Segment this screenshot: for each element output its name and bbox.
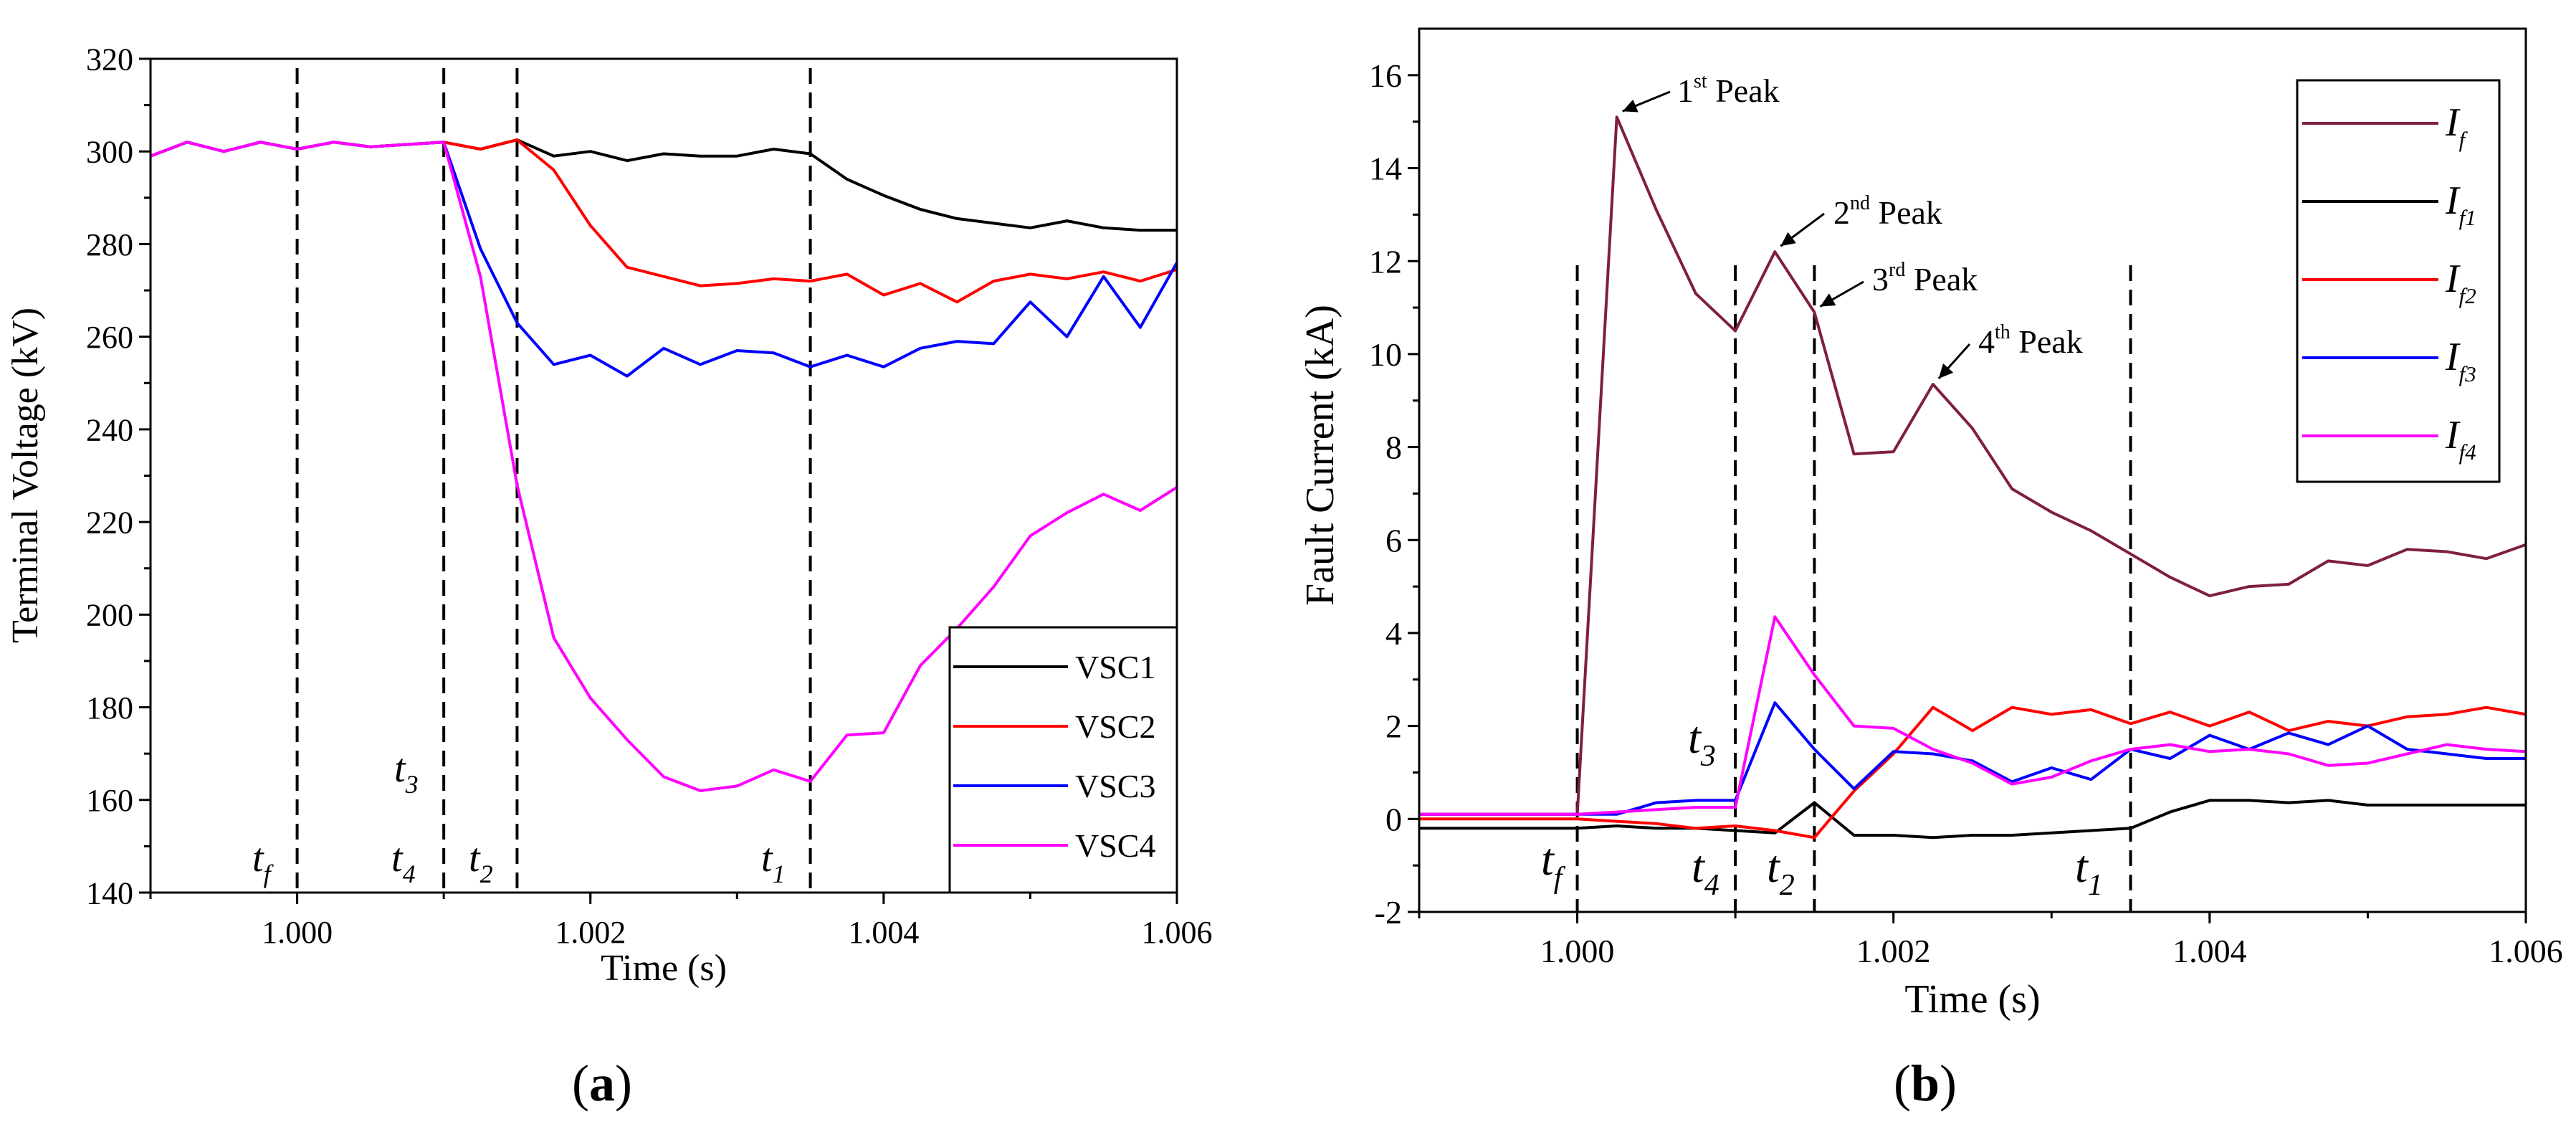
x-axis-title: Time (s) bbox=[601, 948, 727, 989]
x-tick-label: 1.004 bbox=[2172, 933, 2247, 969]
axis-ticks: 1.000 1.002 1.004 1.006 -2 0 2 4 6 8 10 12 14 16 bbox=[1369, 57, 2563, 969]
current-series bbox=[1419, 115, 2527, 840]
series-line-vsc3 bbox=[150, 141, 1178, 378]
peak-annotation-label: 2nd Peak bbox=[1833, 192, 1942, 231]
x-tick-label: 1.002 bbox=[555, 915, 626, 950]
plot-frame bbox=[1418, 27, 2527, 913]
y-tick-label: 220 bbox=[86, 505, 133, 541]
legend-label: VSC1 bbox=[1075, 649, 1155, 685]
y-tick-label: 14 bbox=[1369, 151, 1402, 187]
annotation-arrowhead bbox=[1780, 232, 1796, 247]
y-tick-label: 200 bbox=[86, 598, 133, 633]
legend-label: If4 bbox=[2445, 413, 2476, 465]
y-tick-label: -2 bbox=[1375, 894, 1402, 931]
panel-label: (b) bbox=[1894, 1055, 1957, 1112]
y-tick-label: 240 bbox=[86, 412, 133, 447]
axis-ticks: 1.000 1.002 1.004 1.006 140 160 180 200 220 240 26… bbox=[86, 42, 1213, 950]
panel-label: (a) bbox=[572, 1055, 632, 1112]
marker-label-t4: t4 bbox=[391, 836, 416, 888]
legend-label: VSC4 bbox=[1075, 827, 1155, 864]
marker-labels: tf t4 t2 t1 t3 bbox=[1541, 712, 2103, 902]
x-tick-label: 1.000 bbox=[1540, 933, 1615, 969]
series-line-if2 bbox=[1419, 705, 2527, 840]
x-tick-label: 1.006 bbox=[1142, 915, 1213, 950]
series-line-if1 bbox=[1419, 799, 2526, 840]
panel-a-voltage-chart: 1.000 1.002 1.004 1.006 140 160 180 200 220 240 26… bbox=[5, 42, 1213, 1112]
y-tick-label: 6 bbox=[1385, 522, 1402, 558]
y-tick-label: 300 bbox=[86, 135, 133, 170]
y-tick-label: 160 bbox=[86, 783, 133, 818]
marker-labels: tf t4 t2 t1 t3 bbox=[252, 746, 786, 888]
marker-label-t1: t1 bbox=[761, 836, 786, 888]
y-tick-label: 16 bbox=[1369, 57, 1402, 94]
y-tick-label: 140 bbox=[86, 875, 133, 911]
marker-label-t1: t1 bbox=[2075, 841, 2103, 902]
x-tick-label: 1.002 bbox=[1856, 933, 1931, 969]
y-tick-label: 280 bbox=[86, 227, 133, 262]
legend-label: If1 bbox=[2445, 179, 2476, 230]
marker-label-t2: t2 bbox=[1767, 841, 1795, 902]
marker-label-t2: t2 bbox=[469, 836, 493, 888]
y-tick-label: 4 bbox=[1385, 615, 1402, 652]
legend-label: If3 bbox=[2445, 335, 2476, 386]
marker-label-t4: t4 bbox=[1692, 841, 1719, 902]
y-tick-label: 8 bbox=[1385, 429, 1402, 466]
y-tick-label: 180 bbox=[86, 690, 133, 726]
voltage-series bbox=[150, 138, 1178, 792]
series-line-if4 bbox=[1419, 615, 2527, 816]
marker-label-t3: t3 bbox=[1688, 712, 1716, 773]
peak-annotation-label: 1st Peak bbox=[1677, 70, 1780, 109]
legend: VSC1 VSC2 VSC3 VSC4 bbox=[948, 626, 1178, 894]
y-tick-label: 12 bbox=[1369, 243, 1402, 280]
y-tick-label: 10 bbox=[1369, 336, 1402, 373]
marker-label-t3: t3 bbox=[394, 746, 419, 799]
legend-label: VSC3 bbox=[1075, 768, 1155, 804]
series-line-if3 bbox=[1419, 701, 2526, 816]
peak-annotation-label: 4th Peak bbox=[1978, 321, 2083, 360]
x-axis-title: Time (s) bbox=[1904, 977, 2040, 1022]
vertical-event-markers bbox=[1575, 265, 2132, 912]
legend-box bbox=[948, 626, 1178, 894]
legend-label: If2 bbox=[2445, 257, 2476, 308]
annotation-arrowhead bbox=[1938, 363, 1954, 379]
legend-label: VSC2 bbox=[1075, 708, 1155, 745]
x-tick-label: 1.000 bbox=[262, 915, 333, 950]
y-tick-label: 2 bbox=[1385, 708, 1402, 745]
series-line-vsc1 bbox=[150, 138, 1177, 232]
y-axis-title: Fault Current (kA) bbox=[1298, 305, 1342, 606]
y-tick-label: 320 bbox=[86, 42, 133, 77]
y-tick-label: 0 bbox=[1385, 801, 1402, 837]
peak-annotation-label: 3rd Peak bbox=[1872, 259, 1978, 298]
annotation-arrowhead bbox=[1820, 293, 1836, 307]
panel-b-current-chart: 1.000 1.002 1.004 1.006 -2 0 2 4 6 8 10 12 14 16 Time… bbox=[1298, 27, 2563, 1112]
y-axis-title: Terminal Voltage (kV) bbox=[5, 308, 46, 643]
y-tick-label: 260 bbox=[86, 320, 133, 355]
x-tick-label: 1.004 bbox=[848, 915, 919, 950]
annotation-arrowhead bbox=[1622, 99, 1638, 113]
series-line-if bbox=[1419, 115, 2527, 816]
vertical-event-markers bbox=[295, 68, 812, 893]
series-line-vsc4 bbox=[150, 141, 1178, 792]
series-line-vsc2 bbox=[150, 138, 1178, 304]
x-tick-label: 1.006 bbox=[2489, 933, 2563, 969]
marker-label-tf: tf bbox=[252, 836, 275, 888]
marker-label-tf: tf bbox=[1541, 834, 1566, 895]
